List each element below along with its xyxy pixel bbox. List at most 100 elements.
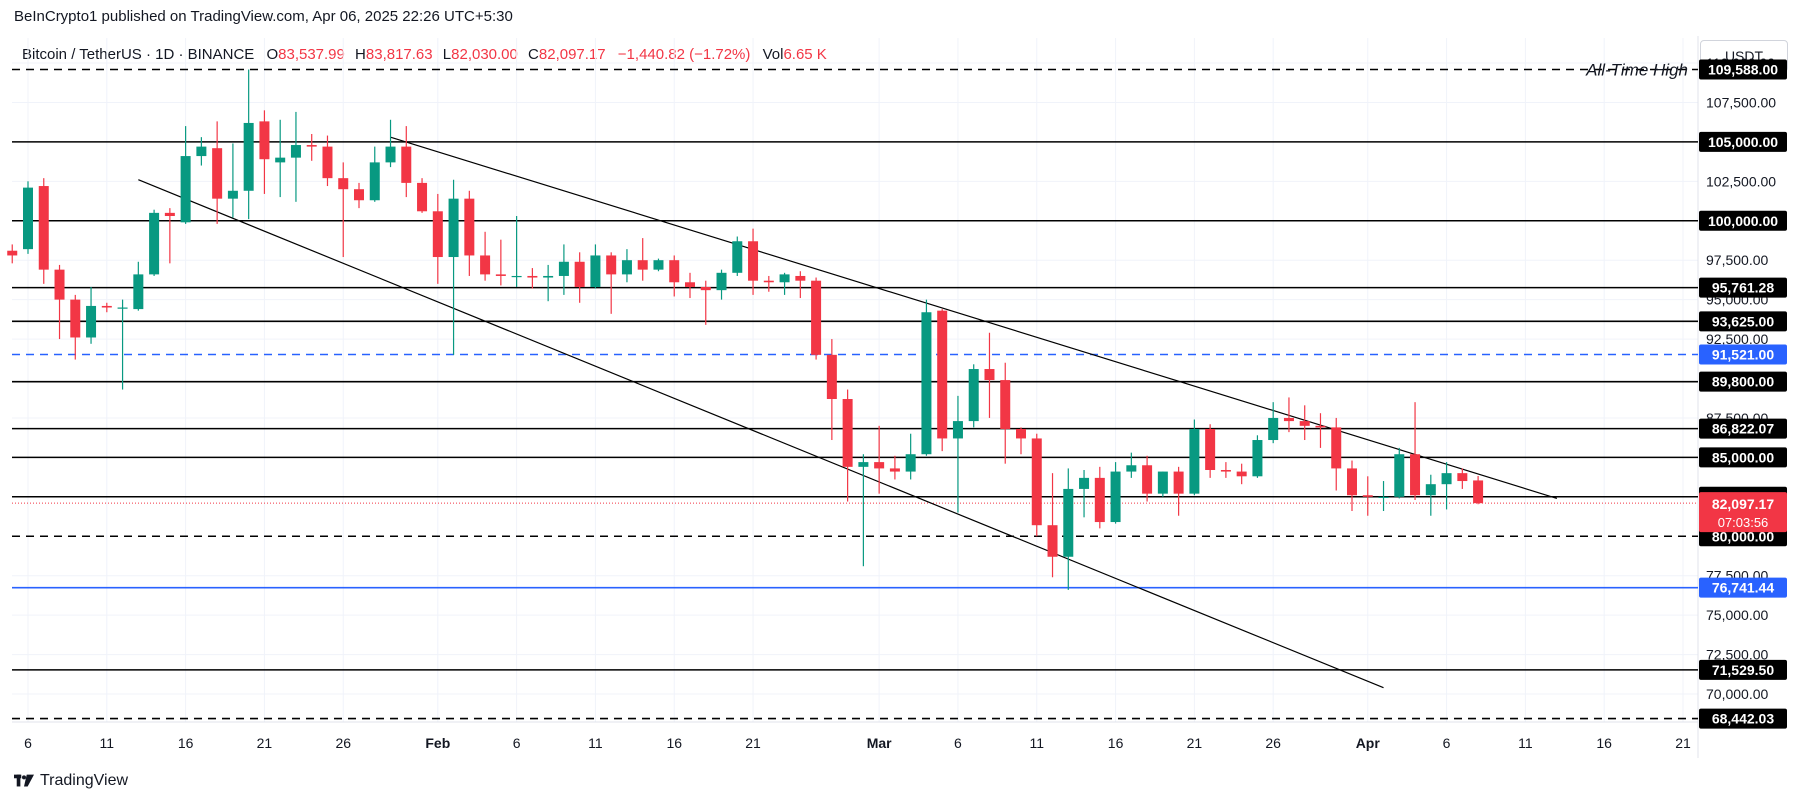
candle-down: [669, 260, 680, 283]
price-axis-label: 95,761.28: [1712, 280, 1774, 296]
candle-down: [338, 178, 349, 190]
y-tick-label: 72,500.00: [1706, 647, 1768, 663]
x-tick-label: 21: [257, 735, 273, 751]
candle-down: [417, 182, 428, 212]
open-label: O: [266, 46, 279, 63]
price-axis-label: 76,741.44: [1712, 580, 1774, 596]
price-axis-label-box: [1699, 371, 1787, 392]
price-axis-label-box: [1699, 447, 1787, 468]
candle-down: [322, 146, 333, 179]
candle-down: [874, 462, 885, 469]
y-tick-label: 97,500.00: [1706, 252, 1768, 268]
candle-up: [732, 241, 743, 273]
candle-up: [290, 145, 301, 158]
price-axis-label-box: [1699, 344, 1787, 365]
candle-down: [1410, 454, 1421, 496]
candle-down: [984, 369, 995, 381]
x-tick-label: 6: [1443, 735, 1451, 751]
candle-up: [905, 454, 916, 472]
x-tick-label: 16: [666, 735, 682, 751]
price-axis-label: 105,000.00: [1708, 134, 1778, 150]
candle-down: [354, 189, 364, 201]
candle-down: [1457, 473, 1468, 482]
y-tick-label: 102,500.00: [1706, 173, 1776, 189]
x-tick-label: 21: [1675, 735, 1691, 751]
x-tick-label: Feb: [425, 735, 450, 751]
price-axis-label: 89,800.00: [1712, 374, 1774, 390]
x-tick-label: 11: [1029, 735, 1044, 751]
x-tick-label: 16: [1596, 735, 1612, 751]
x-tick-label: Apr: [1356, 735, 1381, 751]
volume-value: 6.65 K: [783, 46, 827, 63]
candle-up: [86, 305, 97, 338]
bar-countdown-label: 07:03:56: [1718, 515, 1769, 530]
candle-up: [858, 462, 869, 467]
candle-up: [149, 212, 160, 275]
high-value: 83,817.63: [365, 46, 433, 63]
candle-down: [763, 280, 774, 283]
candle-up: [275, 157, 286, 163]
candle-up: [385, 146, 396, 163]
candle-up: [1252, 440, 1263, 477]
candle-down: [637, 260, 648, 270]
upper-trendline[interactable]: [390, 136, 1558, 499]
candle-down: [1473, 480, 1484, 504]
price-axis-label: 100,000.00: [1708, 213, 1778, 229]
lower-trendline[interactable]: [138, 179, 1384, 689]
price-axis-label: 93,625.00: [1712, 313, 1774, 329]
current-price-label: 82,097.17: [1712, 496, 1774, 512]
all-time-high-label: All-Time High: [1585, 60, 1688, 79]
candle-up: [968, 369, 979, 422]
volume-label: Vol: [762, 46, 784, 63]
candle-down: [1362, 495, 1373, 497]
candle-down: [1205, 428, 1216, 470]
price-axis-label: 91,521.00: [1712, 347, 1774, 363]
candle-down: [1220, 469, 1231, 472]
price-axis-label-box: [1699, 210, 1787, 231]
candle-up: [1425, 484, 1436, 496]
candle-up: [621, 260, 632, 275]
symbol-title[interactable]: Bitcoin / TetherUS · 1D · BINANCE: [22, 46, 255, 63]
candle-down: [574, 261, 585, 288]
price-axis-label-box: [1699, 577, 1787, 598]
candle-down: [306, 145, 317, 147]
current-price-label-box: [1699, 492, 1787, 533]
candle-up: [543, 275, 554, 278]
x-tick-label: 6: [24, 735, 32, 751]
candle-down: [464, 198, 475, 256]
candle-down: [748, 241, 759, 281]
candle-up: [921, 312, 932, 455]
candle-down: [1331, 427, 1342, 469]
candle-down: [7, 250, 18, 256]
candle-up: [117, 307, 128, 309]
price-axis-label: 68,442.03: [1712, 711, 1774, 727]
price-axis-label-box: [1699, 59, 1787, 80]
candle-down: [606, 255, 617, 275]
y-tick-label: 70,000.00: [1706, 686, 1768, 702]
candle-down: [164, 212, 175, 217]
candle-up: [1378, 496, 1389, 499]
candle-up: [369, 162, 380, 201]
candle-down: [101, 305, 112, 308]
candle-down: [889, 468, 900, 472]
price-axis-label-box: [1699, 311, 1787, 332]
candle-down: [212, 148, 223, 199]
price-axis-label: 71,529.50: [1712, 662, 1774, 678]
candle-up: [227, 190, 238, 199]
candle-down: [1347, 468, 1357, 496]
candle-down: [842, 399, 853, 467]
x-tick-label: 21: [1187, 735, 1203, 751]
candle-down: [1094, 477, 1105, 523]
x-tick-label: 16: [1108, 735, 1124, 751]
candle-down: [1000, 380, 1011, 429]
candle-up: [133, 274, 144, 310]
candle-up: [1394, 454, 1405, 497]
candle-up: [558, 261, 569, 276]
x-tick-label: 21: [745, 735, 761, 751]
candle-up: [779, 274, 790, 283]
candle-down: [495, 274, 506, 276]
candle-up: [1079, 477, 1090, 489]
candle-down: [1016, 428, 1026, 439]
candle-down: [1047, 525, 1058, 557]
